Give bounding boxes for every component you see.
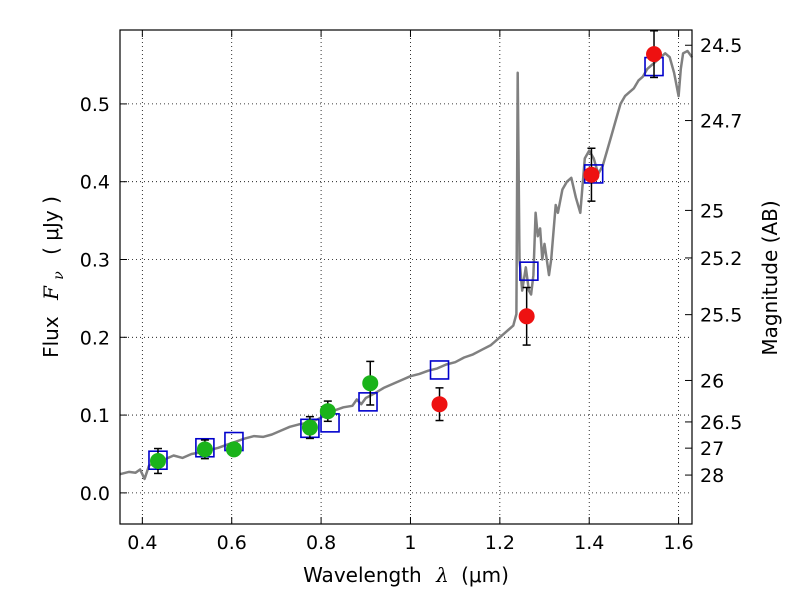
- model-bandpass-square: [519, 261, 539, 281]
- magnitude-tick-label: 27: [700, 438, 724, 460]
- magnitude-tick-label: 24.7: [700, 111, 742, 133]
- y-tick-label: 0.3: [80, 249, 110, 271]
- y-tick-label: 0.5: [80, 94, 110, 116]
- y-axis-unit: ( μJy ): [39, 196, 63, 255]
- observed_nir-point: [518, 308, 535, 325]
- x-tick-label: 1.6: [663, 532, 693, 554]
- y-axis-subscript: ν: [51, 271, 67, 280]
- x-tick-label: 1: [404, 532, 416, 554]
- y-axis-title: Flux F ν ( μJy ): [39, 196, 68, 358]
- magnitude-tick-label: 24.5: [700, 35, 742, 57]
- magnitude-tick-label: 25.5: [700, 305, 742, 327]
- x-tick-label: 0.8: [306, 532, 336, 554]
- magnitude-tick-label: 26.5: [700, 412, 742, 434]
- observed_optical-point: [362, 375, 379, 392]
- grid: [120, 30, 692, 524]
- y-tick-label: 0.1: [80, 405, 110, 427]
- model-bandpass-square: [358, 392, 378, 412]
- x-tick-label: 1.4: [574, 532, 604, 554]
- x-axis-label: Wavelength: [303, 563, 422, 587]
- y-tick-label: 0.2: [80, 327, 110, 349]
- observed_optical-point: [196, 441, 213, 458]
- observed_optical-point: [225, 441, 242, 458]
- y-axis-symbol: F: [39, 285, 63, 301]
- observed_optical-point: [149, 452, 166, 469]
- x-tick-label: 1.2: [485, 532, 515, 554]
- observed_nir-point: [646, 46, 663, 63]
- model-bandpass-square: [429, 360, 450, 380]
- axis-ticks: 0.4 0.6 0.8 1 1.2 1.4 1.6 0.0 0.1 0.2 0.3 0.4 0.5 24.…: [80, 30, 742, 554]
- x-tick-label: 0.4: [127, 532, 157, 554]
- magnitude-tick-label: 25: [700, 200, 724, 222]
- observed_optical-point: [319, 403, 336, 420]
- x-axis-title: Wavelength λ (μm): [303, 563, 509, 587]
- x-axis-unit: (μm): [461, 563, 509, 587]
- observed_optical-point: [301, 419, 318, 436]
- observed_nir-point: [431, 396, 448, 413]
- y-tick-label: 0.0: [80, 483, 110, 505]
- y-tick-label: 0.4: [80, 172, 110, 194]
- y-axis-label: Flux: [39, 316, 63, 358]
- x-axis-symbol: λ: [435, 563, 449, 587]
- x-tick-label: 0.6: [217, 532, 247, 554]
- spectrum-line: [119, 49, 694, 481]
- magnitude-tick-label: 28: [700, 465, 724, 487]
- observed_nir-point: [583, 166, 600, 183]
- magnitude-tick-label: 25.2: [700, 248, 742, 270]
- plot-area: [119, 30, 694, 481]
- plot-frame: [119, 29, 693, 525]
- right-axis-title: Magnitude (AB): [758, 200, 782, 355]
- magnitude-tick-label: 26: [700, 370, 724, 392]
